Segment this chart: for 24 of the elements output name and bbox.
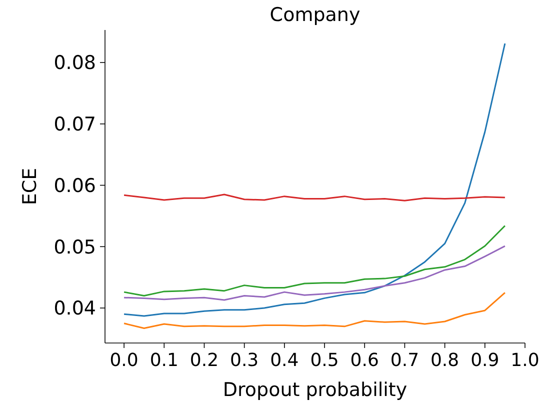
line-series: [123, 42, 506, 317]
x-tick-label: 0.7: [390, 350, 420, 371]
x-tick-label: 0.2: [190, 350, 219, 371]
y-tick-label: 0.04: [54, 298, 96, 320]
y-tick-label: 0.07: [54, 114, 96, 136]
x-tick-label: 0.3: [230, 350, 259, 371]
x-tick-label: 0.0: [110, 350, 138, 371]
y-axis-title: ECE: [19, 168, 41, 206]
line-series: [123, 292, 506, 330]
y-tick-label: 0.05: [54, 236, 96, 258]
x-tick-label: 0.1: [150, 350, 178, 371]
y-tick-label: 0.08: [54, 52, 96, 74]
chart-title: Company: [270, 4, 360, 26]
x-tick-label: 0.5: [310, 350, 339, 371]
x-axis-title: Dropout probability: [222, 379, 408, 401]
x-tick-label: 1.0: [510, 350, 540, 371]
x-tick-label: 0.6: [350, 350, 379, 371]
x-tick-label: 0.9: [470, 350, 500, 371]
line-series: [123, 225, 506, 296]
x-tick-label: 0.4: [270, 350, 299, 371]
line-series: [123, 194, 506, 202]
line-series: [123, 245, 506, 301]
y-tick-label: 0.06: [54, 174, 96, 197]
x-tick-label: 0.8: [430, 350, 460, 371]
